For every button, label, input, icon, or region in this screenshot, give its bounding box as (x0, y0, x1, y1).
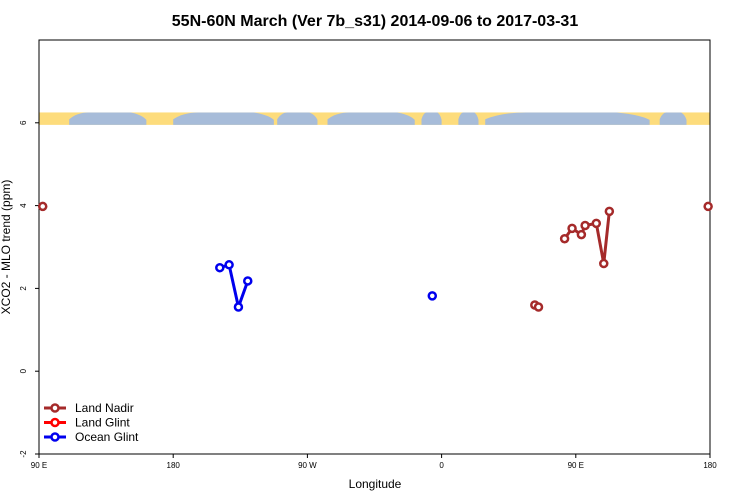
x-axis: 90 E 180 90 W 0 90 E 180 (31, 454, 717, 470)
series-line (219, 263, 250, 309)
data-point (533, 302, 544, 312)
y-tick-label: -2 (19, 450, 28, 458)
series-layer (37, 201, 713, 312)
series-2 (215, 260, 438, 312)
y-axis-label: XCO2 - MLO trend (ppm) (0, 180, 13, 315)
legend-marker (50, 432, 60, 442)
x-tick-label: 180 (167, 461, 181, 470)
data-point (233, 302, 244, 312)
data-point (591, 218, 602, 229)
map-ocean-patch-7 (659, 112, 687, 125)
legend-label: Land Nadir (75, 401, 134, 415)
x-tick-label: 180 (703, 461, 717, 470)
data-point (703, 201, 713, 212)
legend-marker (50, 417, 60, 428)
map-ocean-patch-6 (485, 112, 650, 125)
x-tick-label: 90 W (298, 461, 317, 470)
map-ocean-patch-1 (173, 112, 274, 125)
plot-frame (38, 39, 711, 455)
legend-item: Land Nadir (44, 401, 134, 415)
map-ocean-patch-5 (458, 112, 479, 125)
data-point (243, 276, 253, 286)
x-tick-label: 0 (439, 461, 444, 470)
chart-title: 55N-60N March (Ver 7b_s31) 2014-09-06 to… (172, 13, 579, 30)
legend-label: Land Glint (75, 416, 130, 430)
map-ocean-patch-4 (421, 112, 442, 125)
series-line (563, 211, 611, 266)
legend-item: Ocean Glint (44, 430, 139, 444)
data-point (604, 206, 615, 217)
y-tick-label: 6 (19, 120, 28, 125)
map-strip (39, 112, 710, 125)
data-point (224, 260, 234, 270)
map-ocean-patch-2 (277, 112, 318, 125)
data-point (559, 233, 570, 244)
data-point (576, 229, 587, 240)
series-0 (37, 201, 713, 312)
x-tick-label: 90 E (568, 461, 584, 470)
y-axis: -2 0 2 4 6 (19, 120, 39, 458)
x-tick-label: 90 E (31, 461, 47, 470)
legend-item: Land Glint (44, 416, 130, 430)
data-point (427, 291, 438, 301)
data-point (599, 258, 609, 269)
map-ocean-patch-3 (327, 112, 415, 125)
data-point (215, 262, 225, 273)
map-ocean-patch-0 (69, 112, 147, 125)
data-point (567, 223, 577, 234)
y-tick-label: 4 (19, 203, 28, 208)
x-axis-label: Longitude (349, 477, 402, 491)
legend-label: Ocean Glint (75, 430, 139, 444)
data-point (37, 201, 48, 212)
legend-marker (50, 403, 60, 413)
data-point (580, 220, 590, 231)
y-tick-label: 0 (19, 368, 28, 373)
y-tick-label: 2 (19, 286, 28, 291)
